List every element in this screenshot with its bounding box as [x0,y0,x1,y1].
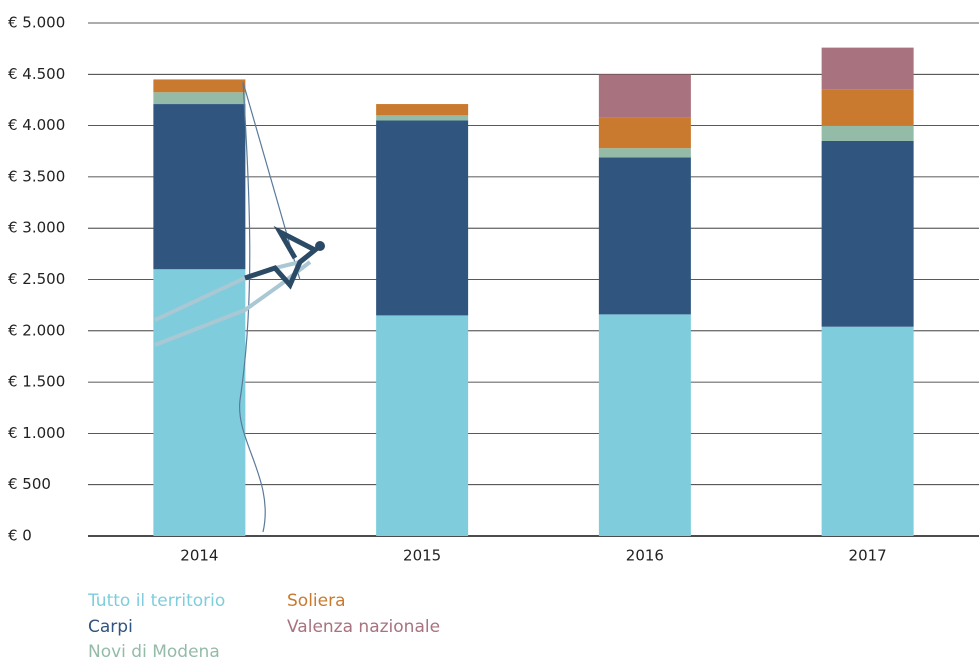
figure-head [315,241,325,251]
bar-segment [153,269,246,536]
bar-segment [153,104,246,270]
y-tick-label: € 1.000 [8,424,65,442]
y-tick-label: € 4.000 [8,116,65,134]
rope [239,81,266,533]
plot: € 0 € 500 € 1.000 € 1.500 € 2.000 € 2.500 € 3.… [8,14,979,565]
bar-segment [821,89,914,126]
x-tick-label: 2015 [403,547,441,565]
y-tick-label: € 2.000 [8,321,65,339]
bar-segment [598,157,691,315]
bar-segment [598,148,691,158]
bar-segment [821,140,914,327]
legend-entry: Soliera [287,591,346,611]
climber-illustration [154,81,325,533]
legend-entry: Valenza nazionale [287,617,440,637]
bar-segment [153,92,246,105]
y-tick-label: € 500 [8,475,51,493]
y-tick-label: € 4.500 [8,65,65,83]
bar-segment [376,120,469,316]
bar-segment [821,125,914,141]
y-tick-label: € 3.000 [8,219,65,237]
bar-segment [821,326,914,536]
bar-segment [598,74,691,118]
y-tick-label: € 1.500 [8,373,65,391]
y-tick-label: € 2.500 [8,270,65,288]
bar-segment [376,315,469,536]
bar-segment [598,314,691,536]
y-tick-label: € 3.500 [8,167,65,185]
legend-entry: Carpi [88,617,133,637]
bar-segment [376,104,469,116]
bar-segment [598,117,691,149]
x-tick-label: 2016 [626,547,664,565]
bar-segment [153,79,246,93]
bar-segment [821,47,914,90]
x-tick-label: 2017 [849,547,887,565]
figure [244,225,320,290]
legend-entry: Novi di Modena [88,642,220,662]
bar-segment [376,115,469,121]
y-tick-label: € 0 [8,527,32,545]
y-tick-label: € 5.000 [8,14,65,32]
legend-entry: Tutto il territorio [87,591,225,611]
x-tick-label: 2014 [180,547,218,565]
